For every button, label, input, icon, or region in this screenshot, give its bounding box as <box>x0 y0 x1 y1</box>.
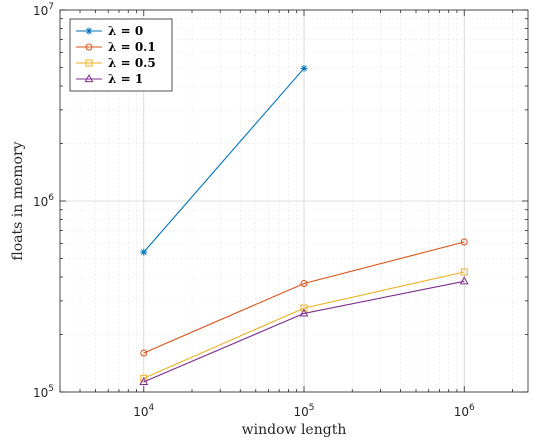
legend-entry: λ = 0 <box>76 24 143 38</box>
legend-entry: λ = 0.1 <box>76 40 156 54</box>
legend-entry: λ = 0.5 <box>76 56 156 70</box>
data-point <box>299 308 309 317</box>
data-point <box>300 279 308 287</box>
data-point <box>460 268 468 276</box>
series-line <box>143 271 465 379</box>
y-tick-label: 107 <box>33 2 54 18</box>
x-axis-label: window length <box>242 422 347 438</box>
axis-ticks: 104 105 106 105 106 107 <box>33 2 528 419</box>
legend-swatch-marker <box>85 43 93 51</box>
y-tick-label: 106 <box>33 193 54 209</box>
y-axis-label: floats in memory <box>10 141 26 260</box>
x-tick-label: 106 <box>454 403 475 419</box>
data-point <box>300 304 308 312</box>
data-point <box>139 376 149 385</box>
series-line <box>143 67 305 253</box>
legend-swatch-marker <box>85 59 93 67</box>
legend-label: λ = 0.1 <box>108 40 156 54</box>
series-4 <box>139 276 469 385</box>
series-3 <box>140 268 468 382</box>
legend-swatch-marker <box>85 27 93 35</box>
legend-label: λ = 1 <box>108 72 143 86</box>
data-point <box>140 374 148 382</box>
legend: λ = 0 λ = 0.1 λ = 0.5 λ = 1 <box>69 18 173 92</box>
data-point <box>140 349 148 357</box>
series-2 <box>140 238 468 357</box>
x-tick-label: 104 <box>133 403 154 419</box>
data-point <box>459 276 469 285</box>
series-layer <box>139 64 469 385</box>
legend-swatch-marker <box>84 73 94 83</box>
data-point <box>300 64 308 72</box>
data-point <box>140 248 148 256</box>
series-line <box>143 280 465 383</box>
legend-entry: λ = 1 <box>76 72 143 86</box>
y-tick-label: 105 <box>33 384 54 400</box>
series-1 <box>140 64 308 256</box>
series-line <box>143 241 465 354</box>
legend-label: λ = 0 <box>108 24 143 38</box>
data-point <box>460 238 468 246</box>
x-tick-label: 105 <box>294 403 315 419</box>
legend-label: λ = 0.5 <box>108 56 156 70</box>
